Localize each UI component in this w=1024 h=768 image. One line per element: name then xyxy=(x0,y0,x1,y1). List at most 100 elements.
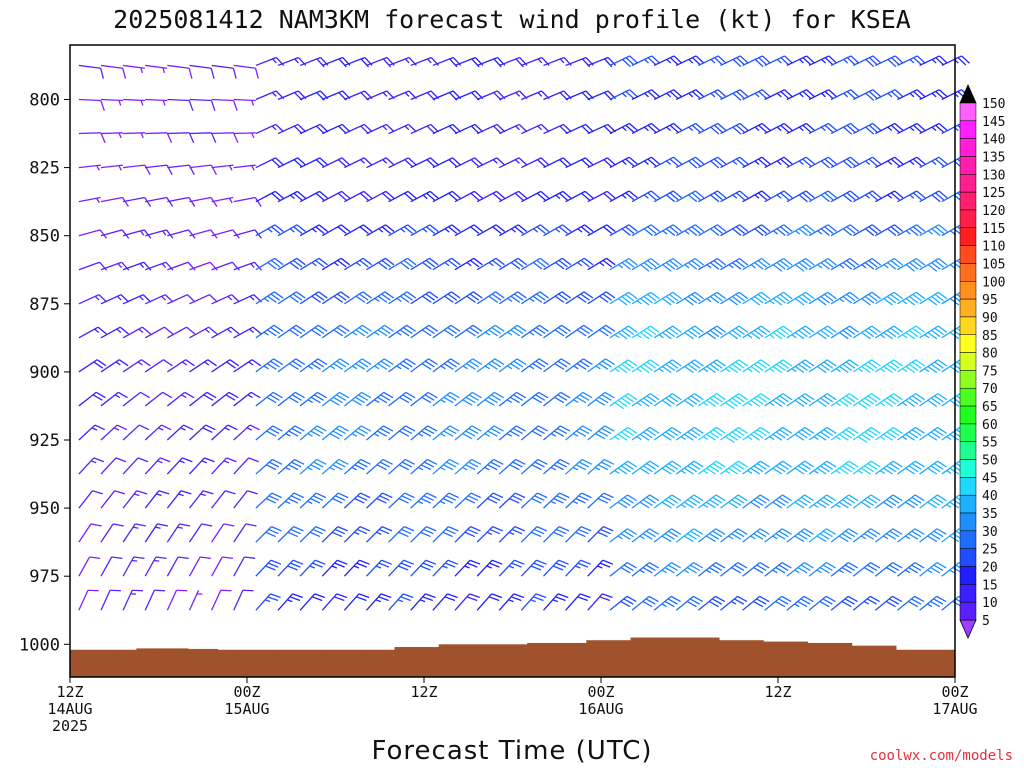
wind-barb xyxy=(233,457,259,475)
wind-barb xyxy=(897,156,926,169)
wind-barb xyxy=(675,89,705,101)
wind-barb xyxy=(631,426,660,441)
wind-barb xyxy=(144,326,174,339)
wind-barb xyxy=(808,359,837,374)
wind-barb xyxy=(122,359,151,373)
colorbar-swatch xyxy=(959,316,977,336)
colorbar-label: 70 xyxy=(982,382,998,397)
wind-barb xyxy=(366,157,395,169)
wind-barb xyxy=(587,257,616,271)
wind-barb xyxy=(366,291,395,305)
wind-barb xyxy=(521,257,550,271)
wind-barb xyxy=(565,190,594,203)
y-tick-label: 850 xyxy=(29,227,60,247)
colorbar-label: 35 xyxy=(982,507,998,522)
terrain-block xyxy=(158,648,189,677)
wind-barb xyxy=(897,359,926,374)
wind-barb xyxy=(454,526,481,543)
wind-barb xyxy=(764,562,792,577)
wind-barb xyxy=(321,458,349,475)
wind-barb xyxy=(211,589,232,611)
wind-barb xyxy=(808,89,838,101)
wind-barb xyxy=(742,562,770,577)
wind-barb xyxy=(321,123,351,135)
wind-barb xyxy=(587,391,615,407)
colorbar-label: 50 xyxy=(982,454,998,469)
wind-barb xyxy=(78,391,106,407)
wind-barb xyxy=(410,190,439,203)
wind-barb xyxy=(609,224,638,237)
wind-barb xyxy=(410,391,438,407)
wind-barb xyxy=(653,89,683,101)
terrain-block xyxy=(438,644,484,677)
wind-barb xyxy=(720,89,749,101)
wind-barb xyxy=(233,523,257,543)
wind-barb xyxy=(476,526,503,543)
wind-barb xyxy=(299,123,329,135)
y-tick-label: 825 xyxy=(29,159,60,179)
wind-barb xyxy=(277,526,304,543)
wind-barb xyxy=(277,593,303,611)
wind-barb xyxy=(742,190,771,203)
wind-barb xyxy=(211,359,240,373)
wind-barb xyxy=(233,589,254,611)
wind-barb xyxy=(233,359,262,373)
wind-barb xyxy=(100,132,123,139)
wind-barb xyxy=(830,156,860,169)
wind-barb xyxy=(233,261,263,271)
wind-barb xyxy=(764,359,793,374)
wind-barb xyxy=(166,589,188,611)
wind-barb xyxy=(255,425,283,441)
wind-barb xyxy=(366,458,393,475)
wind-barb xyxy=(587,492,614,509)
wind-barb xyxy=(808,528,837,543)
wind-barb xyxy=(233,424,260,441)
wind-barb xyxy=(299,257,328,271)
wind-barb xyxy=(631,291,660,306)
x-tick-label: 12Z xyxy=(56,683,83,701)
wind-barb xyxy=(543,190,572,203)
wind-barb xyxy=(631,156,661,169)
wind-barb xyxy=(875,257,904,271)
wind-barb xyxy=(388,526,415,543)
wind-barb xyxy=(697,460,726,475)
wind-barb xyxy=(233,326,262,339)
wind-barb xyxy=(609,494,638,509)
wind-barb xyxy=(720,460,748,475)
wind-barb xyxy=(144,359,173,373)
wind-barb xyxy=(852,257,882,271)
wind-barb xyxy=(830,595,858,611)
wind-barb xyxy=(609,156,638,169)
wind-barb xyxy=(343,358,372,373)
wind-barb xyxy=(742,89,771,101)
terrain-block xyxy=(483,644,528,677)
wind-barb xyxy=(764,426,793,441)
wind-barb xyxy=(720,359,749,374)
wind-barb xyxy=(653,359,682,374)
wind-barb xyxy=(321,492,349,509)
wind-barb xyxy=(100,490,126,509)
y-tick-label: 800 xyxy=(29,90,60,110)
terrain-block xyxy=(527,642,587,677)
wind-barb xyxy=(520,391,549,407)
wind-barb xyxy=(167,229,196,239)
wind-barb xyxy=(255,492,282,509)
colorbar-label: 60 xyxy=(982,418,998,433)
colorbar-label: 45 xyxy=(982,471,998,486)
wind-barb xyxy=(233,391,261,407)
wind-barb xyxy=(122,326,152,339)
wind-barb xyxy=(764,291,793,306)
wind-barb xyxy=(697,562,726,577)
wind-barb xyxy=(698,89,727,101)
wind-barb xyxy=(454,157,484,169)
x-tick-label: 17AUG xyxy=(932,700,977,718)
wind-barb xyxy=(366,492,393,509)
wind-barb xyxy=(543,425,571,441)
colorbar-label: 150 xyxy=(982,97,1005,112)
wind-barb xyxy=(543,492,570,509)
wind-barb xyxy=(144,294,174,305)
wind-barb xyxy=(277,291,306,305)
wind-barb xyxy=(852,359,881,374)
wind-barb xyxy=(919,494,947,509)
wind-barb xyxy=(78,229,108,239)
